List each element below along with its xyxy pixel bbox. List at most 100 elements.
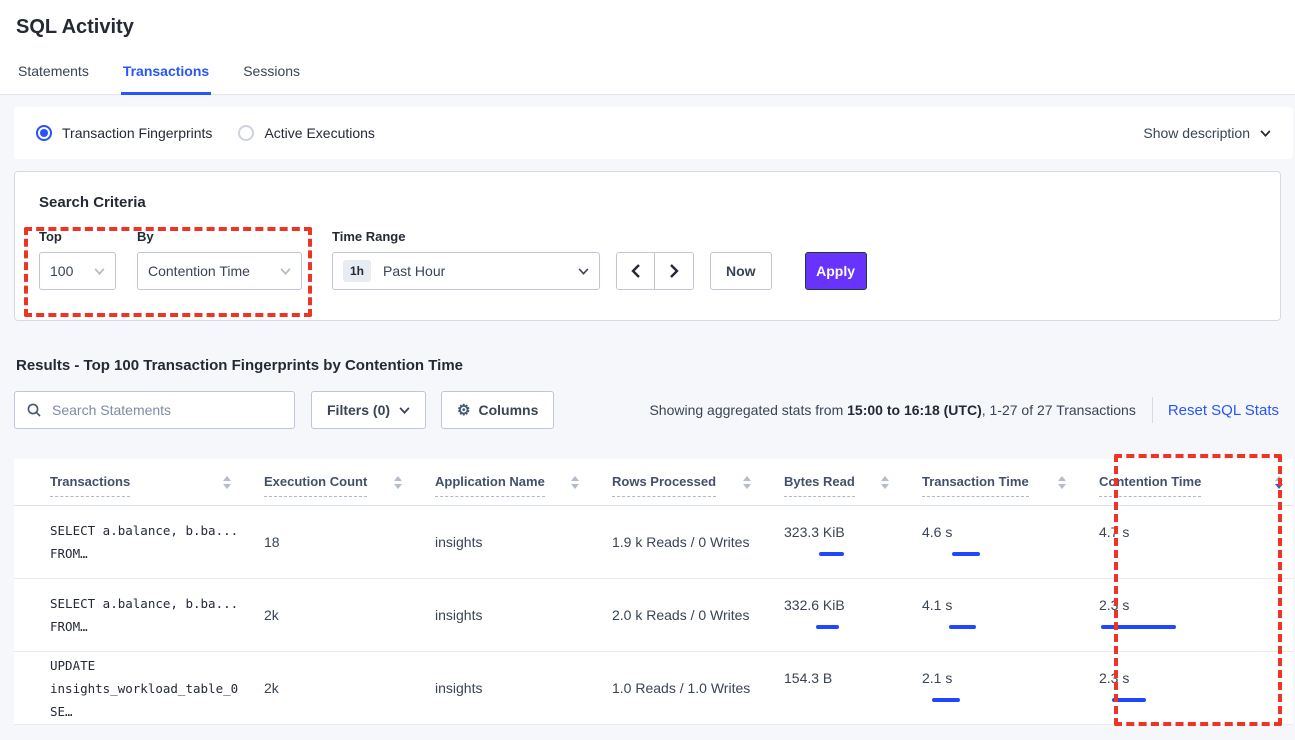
sort-icon[interactable] (571, 475, 579, 489)
search-criteria-heading: Search Criteria (39, 194, 146, 211)
application-name-cell: insights (435, 607, 483, 623)
column-header-contention-time[interactable]: Contention Time (1099, 474, 1293, 497)
contention-time-stddev-line (1112, 697, 1146, 702)
bytes-read-cell: 332.6 KiB (784, 597, 922, 633)
sort-icon[interactable] (743, 475, 751, 489)
transactions-table: Transactions Execution Count Application… (14, 459, 1293, 725)
transaction-time-stddev-line (932, 697, 960, 702)
table-row: UPDATE insights_workload_table_0 SE… 2k … (14, 652, 1293, 725)
tab-statements[interactable]: Statements (18, 63, 89, 79)
column-header-application-name[interactable]: Application Name (435, 474, 612, 497)
rows-processed-cell: 1.0 Reads / 1.0 Writes (612, 680, 751, 696)
column-header-transaction-time[interactable]: Transaction Time (922, 474, 1099, 497)
time-range-value: Past Hour (383, 263, 446, 279)
aggregated-stats-text: Showing aggregated stats from 15:00 to 1… (649, 402, 1136, 418)
sort-icon[interactable] (1058, 475, 1066, 489)
search-statements-box (14, 391, 295, 429)
top-select-value: 100 (50, 263, 74, 279)
apply-button[interactable]: Apply (804, 252, 867, 290)
column-header-rows-processed[interactable]: Rows Processed (612, 474, 784, 497)
column-header-bytes-read[interactable]: Bytes Read (784, 474, 922, 497)
transaction-time-cell: 4.1 s (922, 597, 1099, 633)
show-description-label: Show description (1143, 125, 1250, 141)
search-statements-input[interactable] (50, 401, 282, 419)
time-range-field: Time Range 1h Past Hour (332, 229, 600, 290)
transaction-fingerprint-link[interactable]: UPDATE insights_workload_table_0 SE… (50, 657, 239, 719)
transaction-time-cell: 2.1 s (922, 670, 1099, 706)
page-title: SQL Activity (16, 16, 134, 38)
bytes-read-stddev-line (816, 624, 839, 629)
gear-icon: ⚙ (457, 401, 471, 419)
chevron-down-icon (94, 267, 105, 275)
radio-label: Active Executions (264, 125, 375, 141)
sort-icon[interactable] (881, 475, 889, 489)
by-label: By (137, 229, 154, 244)
search-criteria-fields: Top 100 By Contention Time Time Range 1h… (39, 229, 1256, 290)
transaction-fingerprint-link[interactable]: SELECT a.balance, b.ba... FROM… (50, 523, 239, 561)
tab-transactions[interactable]: Transactions (120, 63, 212, 95)
tab-sessions[interactable]: Sessions (243, 63, 301, 79)
application-name-cell: insights (435, 534, 483, 550)
time-range-select[interactable]: 1h Past Hour (332, 252, 600, 290)
by-select-value: Contention Time (148, 263, 250, 279)
execution-count-cell: 2k (264, 680, 279, 696)
results-heading: Results - Top 100 Transaction Fingerprin… (16, 357, 464, 374)
next-time-button[interactable] (655, 253, 693, 289)
view-toggle-bar: Transaction Fingerprints Active Executio… (14, 107, 1293, 159)
radio-active-executions[interactable]: Active Executions (238, 125, 375, 141)
filters-label: Filters (0) (327, 402, 391, 418)
reset-sql-stats-link[interactable]: Reset SQL Stats (1167, 401, 1279, 419)
execution-count-cell: 18 (264, 534, 280, 550)
chevron-right-icon (670, 264, 679, 278)
top-field: Top 100 (39, 229, 116, 290)
radio-unselected-icon (238, 125, 255, 141)
transaction-time-stddev-line (949, 624, 976, 629)
view-toggle-options: Transaction Fingerprints Active Executio… (36, 125, 375, 141)
results-toolbar: Filters (0) ⚙ Columns Showing aggregated… (14, 391, 1281, 429)
column-header-transactions[interactable]: Transactions (14, 474, 264, 497)
radio-transaction-fingerprints[interactable]: Transaction Fingerprints (36, 125, 212, 141)
table-header-row: Transactions Execution Count Application… (14, 459, 1293, 506)
columns-label: Columns (478, 402, 539, 418)
top-select[interactable]: 100 (39, 252, 116, 290)
by-field: By Contention Time (116, 229, 302, 290)
columns-button[interactable]: ⚙ Columns (441, 391, 555, 429)
search-icon (27, 403, 41, 417)
chevron-down-icon (1260, 129, 1271, 137)
time-range-arrows (616, 252, 694, 290)
table-row: SELECT a.balance, b.ba... FROM… 18 insig… (14, 506, 1293, 579)
sort-icon[interactable] (223, 475, 231, 489)
rows-processed-cell: 2.0 k Reads / 0 Writes (612, 607, 750, 623)
contention-time-cell: 2.3 s (1099, 670, 1293, 706)
sort-icon-active-desc[interactable] (1275, 475, 1283, 489)
contention-time-cell: 4.7 s (1099, 524, 1130, 540)
toolbar-divider (1151, 397, 1153, 423)
contention-time-cell: 2.3 s (1099, 597, 1293, 633)
previous-time-button[interactable] (617, 253, 655, 289)
bytes-read-cell: 154.3 B (784, 670, 833, 686)
filters-button[interactable]: Filters (0) (311, 391, 427, 429)
sort-icon[interactable] (394, 475, 402, 489)
top-label: Top (39, 229, 62, 244)
transaction-time-cell: 4.6 s (922, 524, 1099, 560)
contention-time-stddev-line (1101, 624, 1176, 629)
bytes-read-stddev-line (819, 551, 844, 556)
chevron-down-icon (399, 406, 410, 414)
table-row: SELECT a.balance, b.ba... FROM… 2k insig… (14, 579, 1293, 652)
search-criteria-card: Search Criteria Top 100 By Contention Ti… (14, 171, 1281, 321)
radio-label: Transaction Fingerprints (62, 125, 213, 141)
tab-bar: Statements Transactions Sessions (14, 63, 1281, 95)
bytes-read-cell: 323.3 KiB (784, 524, 922, 560)
show-description-toggle[interactable]: Show description (1143, 125, 1271, 141)
execution-count-cell: 2k (264, 607, 279, 623)
now-button[interactable]: Now (710, 252, 772, 290)
transaction-fingerprint-link[interactable]: SELECT a.balance, b.ba... FROM… (50, 596, 239, 634)
column-header-execution-count[interactable]: Execution Count (264, 474, 435, 497)
time-range-badge: 1h (343, 260, 372, 282)
rows-processed-cell: 1.9 k Reads / 0 Writes (612, 534, 750, 550)
time-range-label: Time Range (332, 229, 406, 244)
application-name-cell: insights (435, 680, 483, 696)
by-select[interactable]: Contention Time (137, 252, 302, 290)
radio-selected-icon (36, 125, 52, 141)
chevron-left-icon (630, 264, 640, 278)
